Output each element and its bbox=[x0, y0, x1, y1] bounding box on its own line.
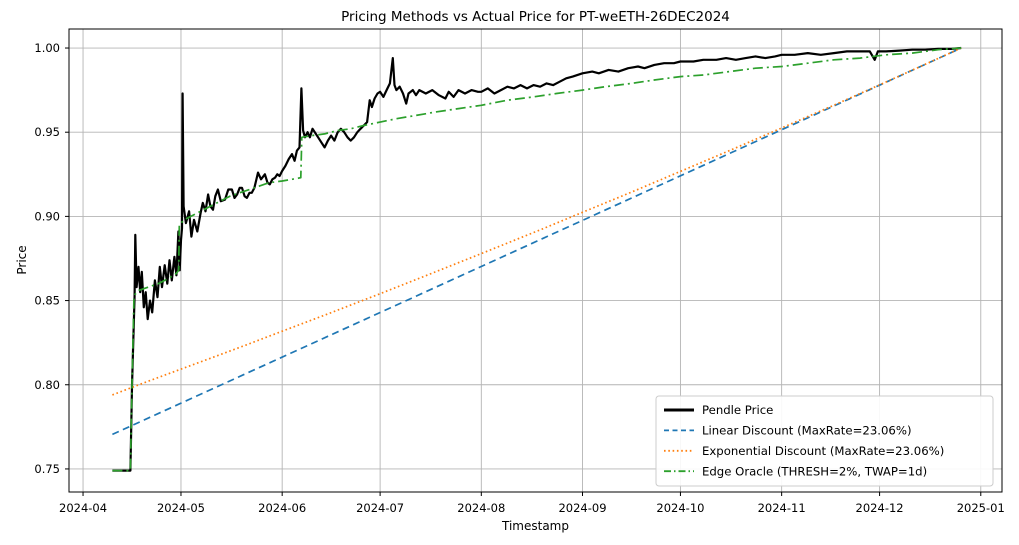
y-tick-label: 0.95 bbox=[34, 125, 60, 139]
legend-label-pendle-price: Pendle Price bbox=[702, 403, 773, 417]
series-line-exponential-discount bbox=[112, 47, 962, 396]
series-line-linear-discount bbox=[112, 47, 962, 436]
y-tick-label: 0.75 bbox=[34, 462, 60, 476]
y-axis-label: Price bbox=[15, 245, 29, 275]
x-tick-label: 2024-06 bbox=[258, 501, 306, 515]
legend-item-linear-discount: Linear Discount (MaxRate=23.06%) bbox=[664, 424, 912, 438]
x-tick-label: 2024-04 bbox=[59, 501, 107, 515]
y-tick-label: 0.80 bbox=[34, 378, 60, 392]
x-tick-label: 2024-08 bbox=[457, 501, 505, 515]
x-tick-label: 2024-09 bbox=[558, 501, 606, 515]
y-tick-label: 1.00 bbox=[34, 41, 60, 55]
legend-label-linear-discount: Linear Discount (MaxRate=23.06%) bbox=[702, 424, 912, 438]
x-tick-label: 2024-10 bbox=[656, 501, 704, 515]
y-tick-label: 0.90 bbox=[34, 209, 60, 223]
legend-label-edge-oracle: Edge Oracle (THRESH=2%, TWAP=1d) bbox=[702, 464, 927, 478]
chart-title: Pricing Methods vs Actual Price for PT-w… bbox=[341, 9, 730, 25]
x-tick-label: 2024-12 bbox=[856, 501, 904, 515]
x-tick-label: 2024-07 bbox=[356, 501, 404, 515]
plot-border bbox=[68, 28, 1003, 493]
x-tick-label: 2024-11 bbox=[758, 501, 806, 515]
legend-item-exponential-discount: Exponential Discount (MaxRate=23.06%) bbox=[664, 444, 944, 458]
y-tick-label: 0.85 bbox=[34, 294, 60, 308]
legend-item-pendle-price: Pendle Price bbox=[664, 403, 773, 417]
x-tick-label: 2025-01 bbox=[957, 501, 1005, 515]
tick-marks bbox=[65, 47, 982, 496]
x-tick-label: 2024-05 bbox=[157, 501, 205, 515]
series-group bbox=[112, 46, 962, 472]
legend: Pendle Price Linear Discount (MaxRate=23.… bbox=[655, 395, 994, 487]
legend-box bbox=[655, 395, 994, 487]
legend-label-exponential-discount: Exponential Discount (MaxRate=23.06%) bbox=[702, 444, 944, 458]
tick-labels: 2024-04 2024-05 2024-06 2024-07 2024-08 2024-… bbox=[34, 41, 1004, 515]
legend-item-edge-oracle: Edge Oracle (THRESH=2%, TWAP=1d) bbox=[664, 464, 927, 478]
series-line-edge-oracle bbox=[112, 47, 962, 472]
x-axis-label: Timestamp bbox=[502, 519, 569, 533]
